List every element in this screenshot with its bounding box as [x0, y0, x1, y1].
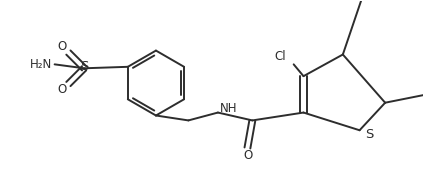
- Text: S: S: [80, 60, 88, 73]
- Text: O: O: [58, 83, 67, 96]
- Text: Cl: Cl: [274, 50, 286, 63]
- Text: H₂N: H₂N: [30, 58, 52, 71]
- Text: O: O: [58, 40, 67, 53]
- Text: S: S: [365, 128, 374, 141]
- Text: O: O: [244, 149, 253, 162]
- Text: NH: NH: [220, 102, 237, 115]
